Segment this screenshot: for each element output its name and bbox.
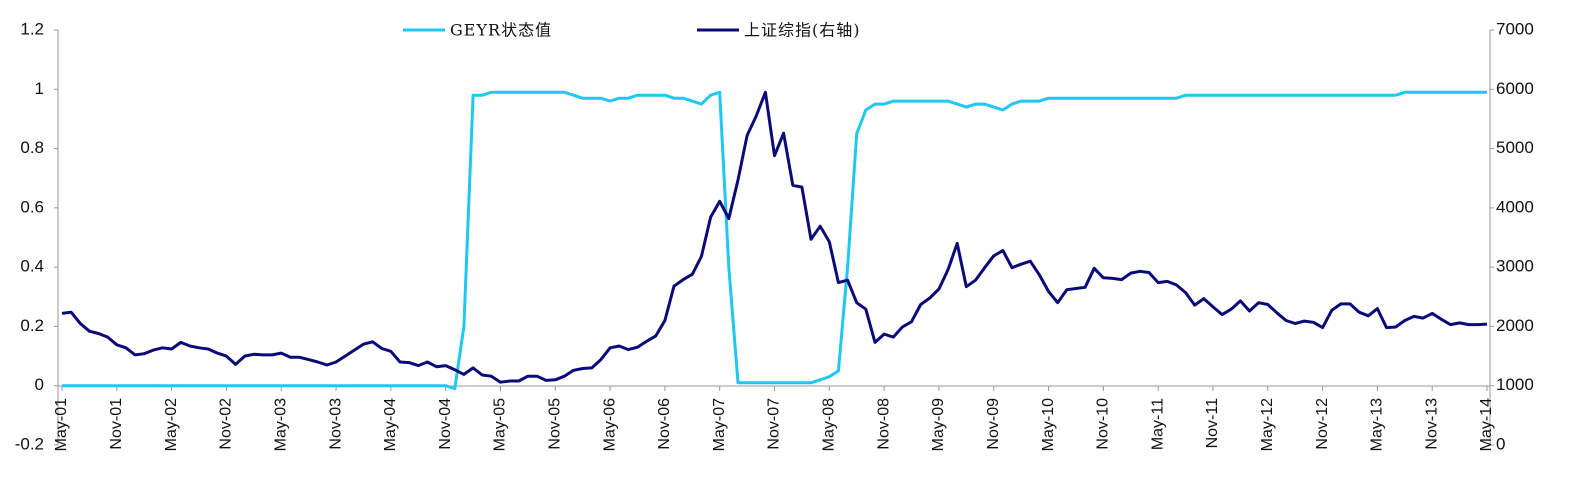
x-tick-label: Nov-11 xyxy=(1204,398,1221,448)
x-tick-label: May-04 xyxy=(382,398,399,451)
x-tick-label: May-09 xyxy=(930,398,947,451)
y2-tick-label: 4000 xyxy=(1496,197,1534,216)
x-tick-label: May-06 xyxy=(601,398,618,451)
x-tick-label: May-11 xyxy=(1149,398,1166,450)
x-tick-label: Nov-03 xyxy=(327,398,344,450)
x-tick-label: May-01 xyxy=(53,398,70,451)
x-tick-label: Nov-08 xyxy=(875,398,892,450)
y2-tick-label: 2000 xyxy=(1496,316,1534,335)
x-tick-label: May-05 xyxy=(492,398,509,451)
y2-tick-label: 0 xyxy=(1496,434,1505,453)
x-tick-label: Nov-04 xyxy=(437,398,454,450)
y2-tick-label: 1000 xyxy=(1496,375,1534,394)
y-tick-label: 0.4 xyxy=(20,257,44,276)
x-tick-label: May-03 xyxy=(272,398,289,451)
x-tick-label: May-12 xyxy=(1259,398,1276,451)
y2-tick-label: 7000 xyxy=(1496,19,1534,38)
x-tick-label: Nov-01 xyxy=(108,398,125,450)
legend-label: 上证综指(右轴) xyxy=(744,21,861,40)
y-tick-label: -0.2 xyxy=(15,434,44,453)
x-tick-label: Nov-09 xyxy=(985,398,1002,450)
y-tick-label: 0.2 xyxy=(20,316,44,335)
series-line xyxy=(61,90,1488,384)
y-tick-label: 0 xyxy=(35,375,44,394)
x-tick-label: Nov-10 xyxy=(1095,398,1112,450)
y-tick-label: 1.2 xyxy=(20,19,44,38)
x-tick-label: Nov-06 xyxy=(656,398,673,450)
x-tick-label: Nov-07 xyxy=(766,398,783,450)
x-tick-label: May-02 xyxy=(163,398,180,451)
y-tick-label: 1 xyxy=(35,79,44,98)
x-tick-label: May-13 xyxy=(1369,398,1386,451)
x-tick-label: May-14 xyxy=(1478,398,1495,451)
x-tick-label: May-07 xyxy=(711,398,728,451)
y-tick-label: 0.8 xyxy=(20,138,44,157)
x-tick-label: Nov-12 xyxy=(1314,398,1331,450)
y2-tick-label: 3000 xyxy=(1496,257,1534,276)
y-tick-label: 0.6 xyxy=(20,197,44,216)
x-tick-label: May-08 xyxy=(821,398,838,451)
x-tick-label: May-10 xyxy=(1040,398,1057,451)
legend-label: GEYR状态值 xyxy=(450,21,552,40)
series-line xyxy=(62,90,1487,391)
x-tick-label: Nov-02 xyxy=(218,398,235,450)
x-tick-label: Nov-13 xyxy=(1423,398,1440,450)
y2-tick-label: 6000 xyxy=(1496,79,1534,98)
y2-tick-label: 5000 xyxy=(1496,138,1534,157)
x-tick-label: Nov-05 xyxy=(546,398,563,450)
